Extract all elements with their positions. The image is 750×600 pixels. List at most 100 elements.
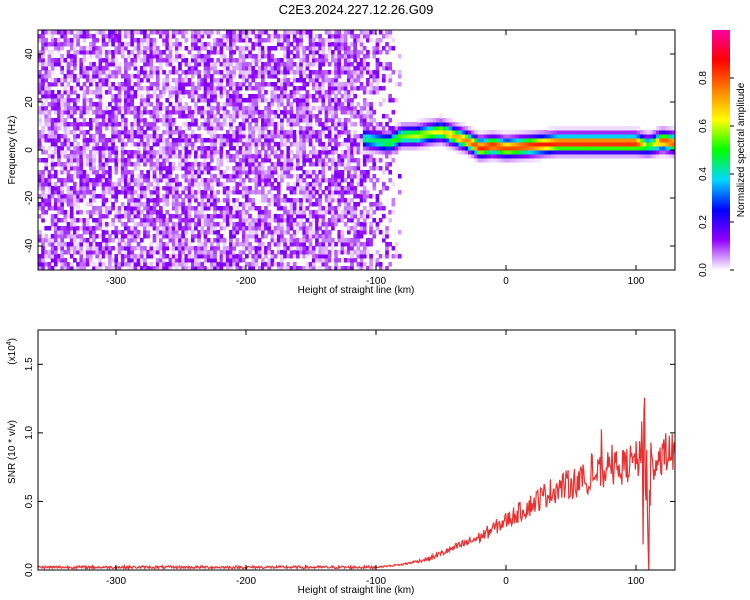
heatmap-cell-4075 <box>343 106 348 111</box>
heatmap-cell-1542 <box>155 230 160 235</box>
heatmap-cell-343 <box>63 218 68 223</box>
heatmap-cell-478 <box>73 170 77 175</box>
heatmap-cell-3612 <box>308 122 313 127</box>
heatmap-cell-4563 <box>388 150 393 155</box>
heatmap-cell-461 <box>69 38 74 43</box>
heatmap-cell-186 <box>50 134 55 139</box>
heatmap-cell-2703 <box>241 194 246 199</box>
heatmap-cell-1531 <box>152 46 157 51</box>
heatmap-cell-2737 <box>245 262 249 267</box>
heatmap-cell-3664 <box>311 54 316 59</box>
heatmap-cell-3470 <box>299 166 303 171</box>
heatmap-cell-524 <box>76 162 80 167</box>
heatmap-cell-3602 <box>308 174 313 179</box>
heatmap-cell-4534 <box>385 230 389 235</box>
heatmap-cell-2523 <box>229 214 233 219</box>
heatmap-cell-717 <box>92 198 96 203</box>
heatmap-cell-3562 <box>305 138 310 143</box>
heatmap-cell-1956 <box>184 62 189 67</box>
heatmap-cell-515 <box>76 206 80 211</box>
heatmap-cell-981 <box>111 86 115 91</box>
heatmap-cell-816 <box>98 110 103 115</box>
heatmap-cell-844 <box>101 194 106 199</box>
heatmap-cell-3919 <box>331 34 335 39</box>
heatmap-cell-3593 <box>308 222 313 227</box>
heatmap-cell-4065 <box>343 162 348 167</box>
heatmap-cell-2358 <box>216 242 221 247</box>
heatmap-cell-3014 <box>264 182 268 187</box>
heatmap-cell-2234 <box>206 166 211 171</box>
heatmap-cell-189 <box>50 122 55 127</box>
heatmap-cell-74 <box>41 82 45 87</box>
heatmap-cell-1681 <box>165 170 170 175</box>
heatmap-cell-3070 <box>267 110 272 115</box>
heatmap-cell-310 <box>60 178 64 183</box>
heatmap-cell-3540 <box>302 46 307 51</box>
heatmap-cell-2411 <box>219 134 224 139</box>
heatmap-cell-1141 <box>123 78 128 83</box>
heatmap-cell-1775 <box>171 130 176 135</box>
heatmap-cell-2620 <box>235 162 240 167</box>
heatmap-cell-2329 <box>213 174 217 179</box>
heatmap-cell-2057 <box>194 194 198 199</box>
heatmap-cell-2961 <box>260 230 265 235</box>
heatmap-cell-35 <box>38 58 42 63</box>
heatmap-cell-2748 <box>245 198 249 203</box>
heatmap-cell-4307 <box>362 226 367 231</box>
heatmap-cell-905 <box>104 74 109 79</box>
heatmap-cell-1102 <box>120 50 125 55</box>
heatmap-cell-554 <box>79 218 84 223</box>
heatmap-cell-18 <box>38 142 42 147</box>
heatmap-cell-2153 <box>200 146 205 151</box>
heatmap-cell-647 <box>85 154 90 159</box>
heatmap-cell-4068 <box>343 142 348 147</box>
heatmap-cell-948 <box>108 58 112 63</box>
heatmap-cell-3648 <box>311 154 316 159</box>
heatmap-cell-779 <box>95 74 100 79</box>
heatmap-cell-1440 <box>146 98 150 103</box>
heatmap-cell-2503 <box>225 74 230 79</box>
heatmap-cell-2363 <box>216 214 221 219</box>
heatmap-cell-1645 <box>162 138 166 143</box>
heatmap-cell-2170 <box>203 266 208 271</box>
heatmap-cell-4967 <box>538 130 542 135</box>
heatmap-cell-164 <box>50 258 55 263</box>
heatmap-cell-1627 <box>162 234 166 239</box>
heatmap-cell-2974 <box>260 166 265 171</box>
heatmap-cell-29 <box>38 86 42 91</box>
heatmap-cell-3411 <box>295 266 300 271</box>
heatmap-cell-1644 <box>162 142 166 147</box>
heatmap-cell-1416 <box>146 226 150 231</box>
heatmap-cell-4521 <box>381 98 386 103</box>
heatmap-cell-460 <box>69 42 74 47</box>
heatmap-cell-854 <box>101 154 106 159</box>
heatmap-cell-306 <box>60 194 64 199</box>
heatmap-cell-2034 <box>190 74 195 79</box>
heatmap-cell-4402 <box>369 126 373 131</box>
heatmap-cell-1691 <box>165 122 170 127</box>
heatmap-cell-1447 <box>146 58 150 63</box>
heatmap-cell-3940 <box>334 150 338 155</box>
heatmap-cell-3854 <box>327 178 332 183</box>
heatmap-cell-586 <box>82 266 87 271</box>
heatmap-cell-4073 <box>343 118 348 123</box>
heatmap-cell-680 <box>88 182 93 187</box>
heatmap-cell-4104 <box>346 198 351 203</box>
heatmap-cell-1664 <box>165 254 170 259</box>
heatmap-cell-2889 <box>254 150 259 155</box>
heatmap-cell-137 <box>47 178 52 183</box>
heatmap-cell-1260 <box>133 166 138 171</box>
heatmap-cell-3544 <box>305 254 310 259</box>
heatmap-cell-4108 <box>346 174 351 179</box>
heatmap-cell-1245 <box>133 254 138 259</box>
heatmap-cell-3328 <box>286 34 291 39</box>
heatmap-cell-2161 <box>200 94 205 99</box>
heatmap-cell-4507 <box>381 214 386 219</box>
heatmap-cell-2677 <box>238 74 243 79</box>
heatmap-cell-2160 <box>200 98 205 103</box>
heatmap-cell-1207 <box>130 218 135 223</box>
heatmap-cell-3123 <box>273 254 278 259</box>
heatmap-cell-3483 <box>299 102 303 107</box>
heatmap-cell-2002 <box>190 266 195 271</box>
heatmap-cell-1399 <box>143 86 147 91</box>
